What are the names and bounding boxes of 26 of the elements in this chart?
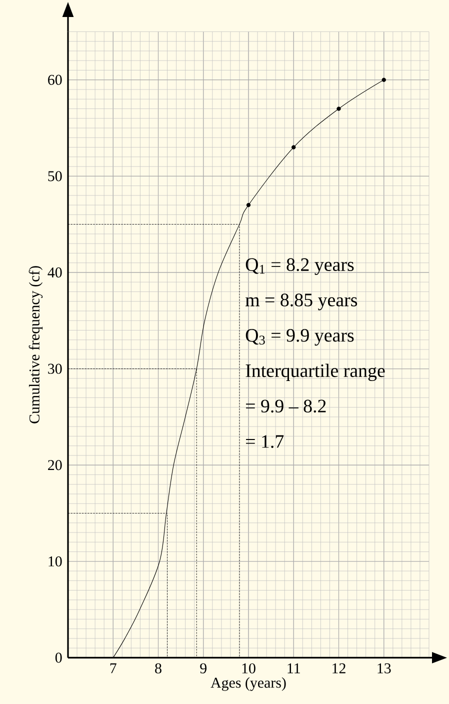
x-axis-title: Ages (years) <box>210 677 286 691</box>
x-tick-label: 9 <box>200 663 206 674</box>
y-axis-title: Cumulative frequency (cf) <box>28 266 43 424</box>
y-tick-label: 40 <box>48 267 62 278</box>
point <box>292 145 296 150</box>
y-tick-label: 20 <box>48 460 62 470</box>
x-tick-label: 10 <box>242 663 256 674</box>
x-tick-label: 7 <box>110 663 116 674</box>
point <box>336 106 341 111</box>
annotation: Interquartile range <box>246 364 385 382</box>
x-tick-label: 13 <box>378 663 391 674</box>
annotation: Q$_{1}$ = 8.2 years <box>246 258 354 275</box>
point <box>246 202 251 208</box>
x-tick-label: 8 <box>155 663 162 674</box>
annotation: = 9.9 – 8.2 <box>246 400 326 413</box>
y-tick-label: 50 <box>48 171 62 182</box>
annotation: m = 8.85 years <box>245 294 358 310</box>
y-tick-label: 60 <box>48 74 62 85</box>
y-tick-label: 30 <box>48 364 62 374</box>
annotation: Q$_{3}$ = 9.9 years <box>246 329 354 346</box>
point <box>382 78 386 82</box>
x-tick-label: 11 <box>288 663 300 674</box>
y-tick-label: 10 <box>48 556 62 566</box>
annotation: = 1.7 <box>246 435 284 448</box>
x-tick-label: 12 <box>332 663 346 674</box>
y-tick-label: 0 <box>55 652 62 663</box>
